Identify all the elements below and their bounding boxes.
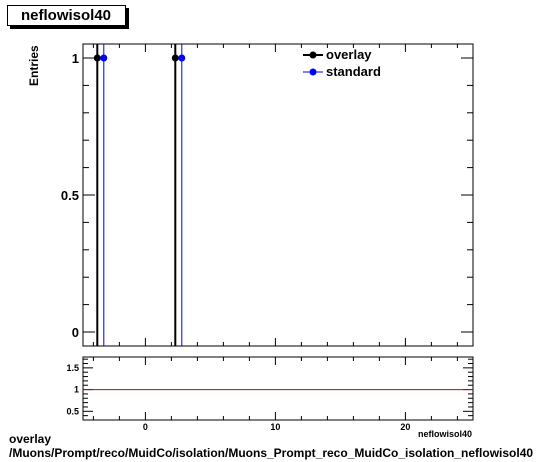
legend-label-standard: standard [326, 64, 381, 79]
series-standard-point [178, 54, 186, 62]
main-y-tick-label: 1 [72, 51, 79, 66]
ratio-y-tick-label: 1.5 [66, 363, 79, 373]
caption-line-1: overlay [9, 432, 52, 446]
ratio-x-tick-label: 0 [143, 422, 148, 432]
main-plot: 00.51 Entries overlay standard [27, 43, 474, 347]
ratio-y-tick-label: 1 [74, 385, 79, 395]
caption: overlay /Muons/Prompt/reco/MuidCo/isolat… [9, 432, 533, 460]
ratio-plot: 0.5 1 1.5 0 10 20 neflowisol40 [66, 356, 474, 439]
ratio-y-tick-label: 0.5 [66, 406, 79, 416]
series-overlay-point [171, 54, 179, 62]
histogram-title: neflowisol40 [7, 5, 126, 26]
ratio-y-axis: 0.5 1 1.5 [66, 358, 473, 416]
main-y-tick-label: 0 [72, 325, 79, 340]
legend-marker-standard [309, 68, 317, 76]
series-standard-point [100, 54, 108, 62]
main-x-axis [92, 44, 458, 346]
y-axis-label: Entries [27, 45, 41, 86]
ratio-x-tick-label: 20 [400, 422, 410, 432]
series-overlay-point [93, 54, 101, 62]
legend-label-overlay: overlay [326, 47, 372, 62]
caption-line-2: /Muons/Prompt/reco/MuidCo/isolation/Muon… [9, 446, 534, 460]
ratio-frame [82, 356, 474, 421]
main-y-axis: 00.51 [61, 51, 473, 340]
main-series-group [93, 44, 186, 346]
ratio-x-tick-label: 10 [270, 422, 280, 432]
legend: overlay standard [303, 47, 381, 79]
legend-marker-overlay [309, 51, 317, 59]
x-axis-label: neflowisol40 [418, 429, 472, 439]
ratio-x-axis: 0 10 20 [92, 357, 458, 432]
main-frame [82, 43, 474, 347]
main-y-tick-label: 0.5 [61, 188, 79, 203]
